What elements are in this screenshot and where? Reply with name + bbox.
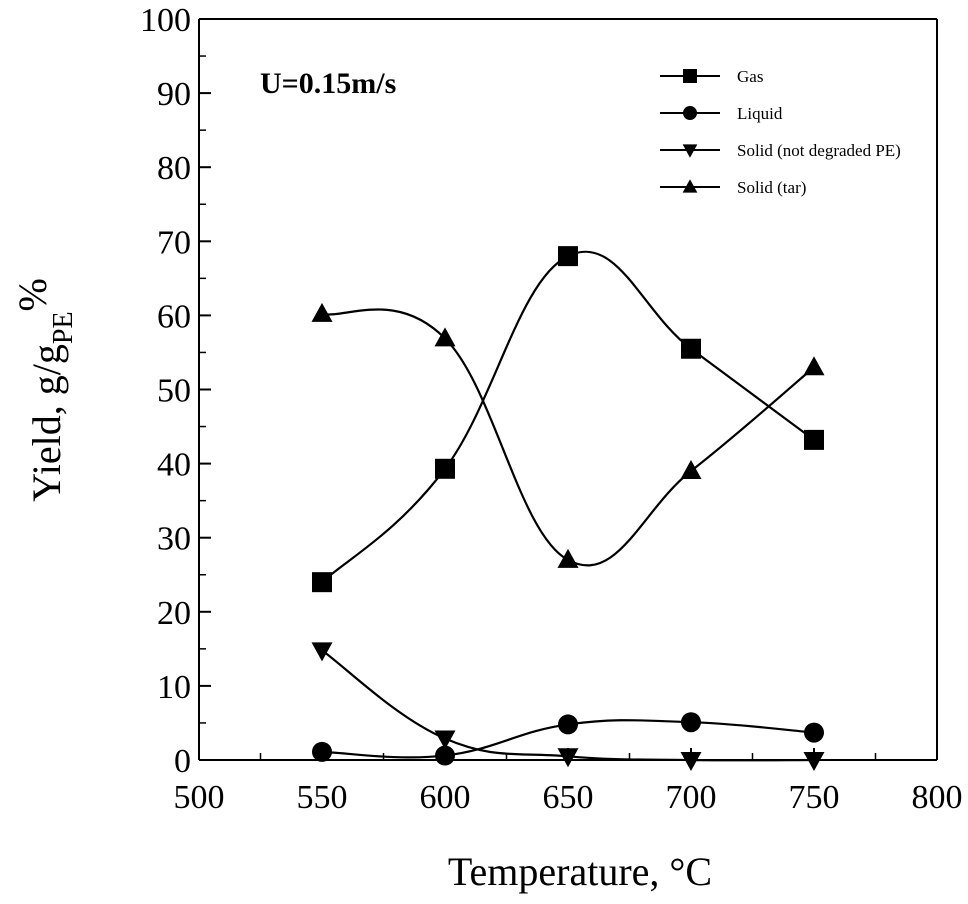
series-line-gas bbox=[321, 250, 815, 583]
data-point-solid-tar bbox=[434, 327, 456, 347]
x-tick-label: 500 bbox=[174, 779, 225, 816]
data-point-liquid bbox=[681, 712, 701, 733]
data-point-gas bbox=[804, 429, 824, 450]
legend: Gas Liquid Solid (not degraded PE) Solid (t… bbox=[660, 67, 901, 197]
y-tick-label: 90 bbox=[157, 76, 191, 113]
y-tick-label: 70 bbox=[157, 224, 191, 261]
data-point-gas bbox=[681, 338, 701, 359]
y-tick-label: 20 bbox=[157, 595, 191, 632]
series-curves bbox=[321, 250, 815, 762]
x-axis-title: Temperature, °C bbox=[448, 849, 712, 894]
legend-marker-liquid bbox=[683, 106, 697, 120]
axis-ticks: 500 550 600 650 700 750 800 0 10 20 30 40 50 60 70 80 90… bbox=[140, 2, 963, 816]
y-tick-label: 80 bbox=[157, 150, 191, 187]
y-tick-label: 60 bbox=[157, 298, 191, 335]
plot-frame bbox=[198, 18, 938, 761]
data-point-solid-not-degraded-pe bbox=[680, 752, 702, 771]
x-tick-label: 800 bbox=[912, 779, 963, 816]
legend-label-solid-tar: Solid (tar) bbox=[737, 178, 806, 197]
x-tick-label: 600 bbox=[420, 779, 471, 816]
y-tick-label: 0 bbox=[174, 743, 191, 780]
x-tick-label: 550 bbox=[297, 779, 348, 816]
data-point-solid-not-degraded-pe bbox=[557, 748, 579, 768]
annotation-velocity: U=0.15m/s bbox=[260, 67, 396, 100]
data-point-liquid bbox=[435, 745, 455, 766]
legend-label-gas: Gas bbox=[737, 67, 763, 86]
data-point-liquid bbox=[312, 741, 332, 762]
data-point-gas bbox=[558, 246, 578, 267]
legend-marker-gas bbox=[683, 69, 697, 83]
y-tick-label: 30 bbox=[157, 521, 191, 558]
legend-marker-solid-not-degraded-pe bbox=[682, 144, 698, 158]
y-tick-label: 40 bbox=[157, 447, 191, 484]
x-tick-label: 750 bbox=[789, 779, 840, 816]
data-point-solid-not-degraded-pe bbox=[311, 642, 333, 662]
y-tick-label: 100 bbox=[140, 2, 191, 39]
data-point-gas bbox=[435, 458, 455, 479]
data-point-liquid bbox=[558, 714, 578, 735]
data-point-solid-tar bbox=[803, 356, 825, 376]
data-point-solid-tar bbox=[311, 302, 333, 322]
legend-marker-solid-tar bbox=[682, 179, 698, 193]
legend-label-liquid: Liquid bbox=[737, 104, 783, 123]
series-line-solid-not-degraded-pe bbox=[321, 649, 815, 762]
y-axis-title: Yield, g/gPE% bbox=[10, 278, 79, 502]
series-markers bbox=[311, 246, 825, 771]
data-point-solid-tar bbox=[557, 548, 579, 568]
y-axis-title-suffix: % bbox=[10, 278, 55, 311]
y-axis-title-main: Yield, g/g bbox=[24, 344, 69, 502]
legend-label-solid-not-degraded-pe: Solid (not degraded PE) bbox=[737, 141, 901, 160]
data-point-solid-not-degraded-pe bbox=[803, 752, 825, 771]
y-tick-label: 50 bbox=[157, 373, 191, 410]
data-point-gas bbox=[312, 572, 332, 593]
y-axis-title-subscript: PE bbox=[48, 311, 79, 344]
data-point-solid-not-degraded-pe bbox=[434, 730, 456, 750]
data-point-solid-tar bbox=[680, 460, 702, 480]
x-tick-label: 650 bbox=[543, 779, 594, 816]
series-line-solid-tar bbox=[321, 308, 815, 567]
y-tick-label: 10 bbox=[157, 669, 191, 706]
x-tick-label: 700 bbox=[666, 779, 717, 816]
data-point-liquid bbox=[804, 722, 824, 743]
